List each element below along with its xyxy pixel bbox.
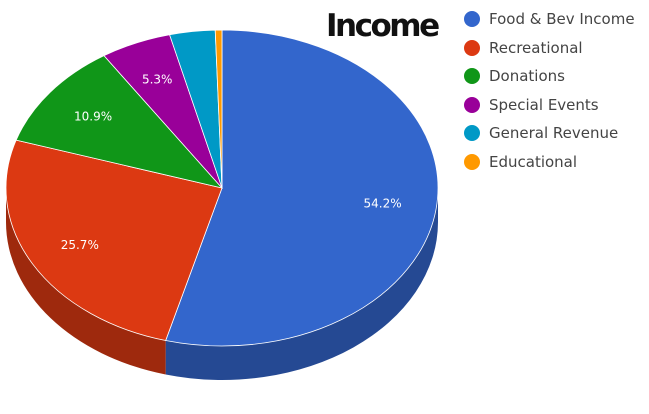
slice-label-food-and-bev-income: 54.2% <box>364 197 402 211</box>
legend-swatch <box>464 68 480 85</box>
legend-item-food-and-bev-income: Food & Bev Income <box>464 5 635 34</box>
pie-slice-donations <box>15 55 224 189</box>
legend-item-special-events: Special Events <box>464 91 635 120</box>
legend-item-donations: Donations <box>464 62 635 91</box>
pie-slice-food-and-bev-income <box>165 29 439 347</box>
pie-slice-recreational <box>5 139 223 341</box>
pie-side-recreational <box>6 188 166 375</box>
legend-label: Recreational <box>489 38 583 57</box>
legend-swatch <box>464 11 480 28</box>
legend-label: Donations <box>489 67 565 86</box>
legend: Food & Bev Income Recreational Donations Sp… <box>464 5 635 176</box>
legend-swatch <box>464 125 480 142</box>
legend-swatch <box>464 96 480 113</box>
chart-title: Income <box>326 8 440 44</box>
legend-swatch <box>464 153 480 170</box>
pie-slice-educational <box>214 29 223 189</box>
legend-swatch <box>464 39 480 56</box>
legend-label: Food & Bev Income <box>489 10 635 29</box>
legend-item-educational: Educational <box>464 148 635 177</box>
legend-label: General Revenue <box>489 124 619 143</box>
pie-side-food-and-bev-income <box>165 188 439 381</box>
pie-side-walls <box>6 188 439 381</box>
slice-label-recreational: 25.7% <box>61 238 99 252</box>
legend-label: Educational <box>489 152 578 171</box>
slice-label-special-events: 5.3% <box>142 72 173 86</box>
legend-item-recreational: Recreational <box>464 34 635 63</box>
slice-labels: 54.2% 25.7% 10.9% 5.3% <box>61 72 402 251</box>
legend-item-general-revenue: General Revenue <box>464 119 635 148</box>
slice-label-donations: 10.9% <box>74 109 112 123</box>
legend-label: Special Events <box>489 95 599 114</box>
pie-slices <box>5 29 439 347</box>
